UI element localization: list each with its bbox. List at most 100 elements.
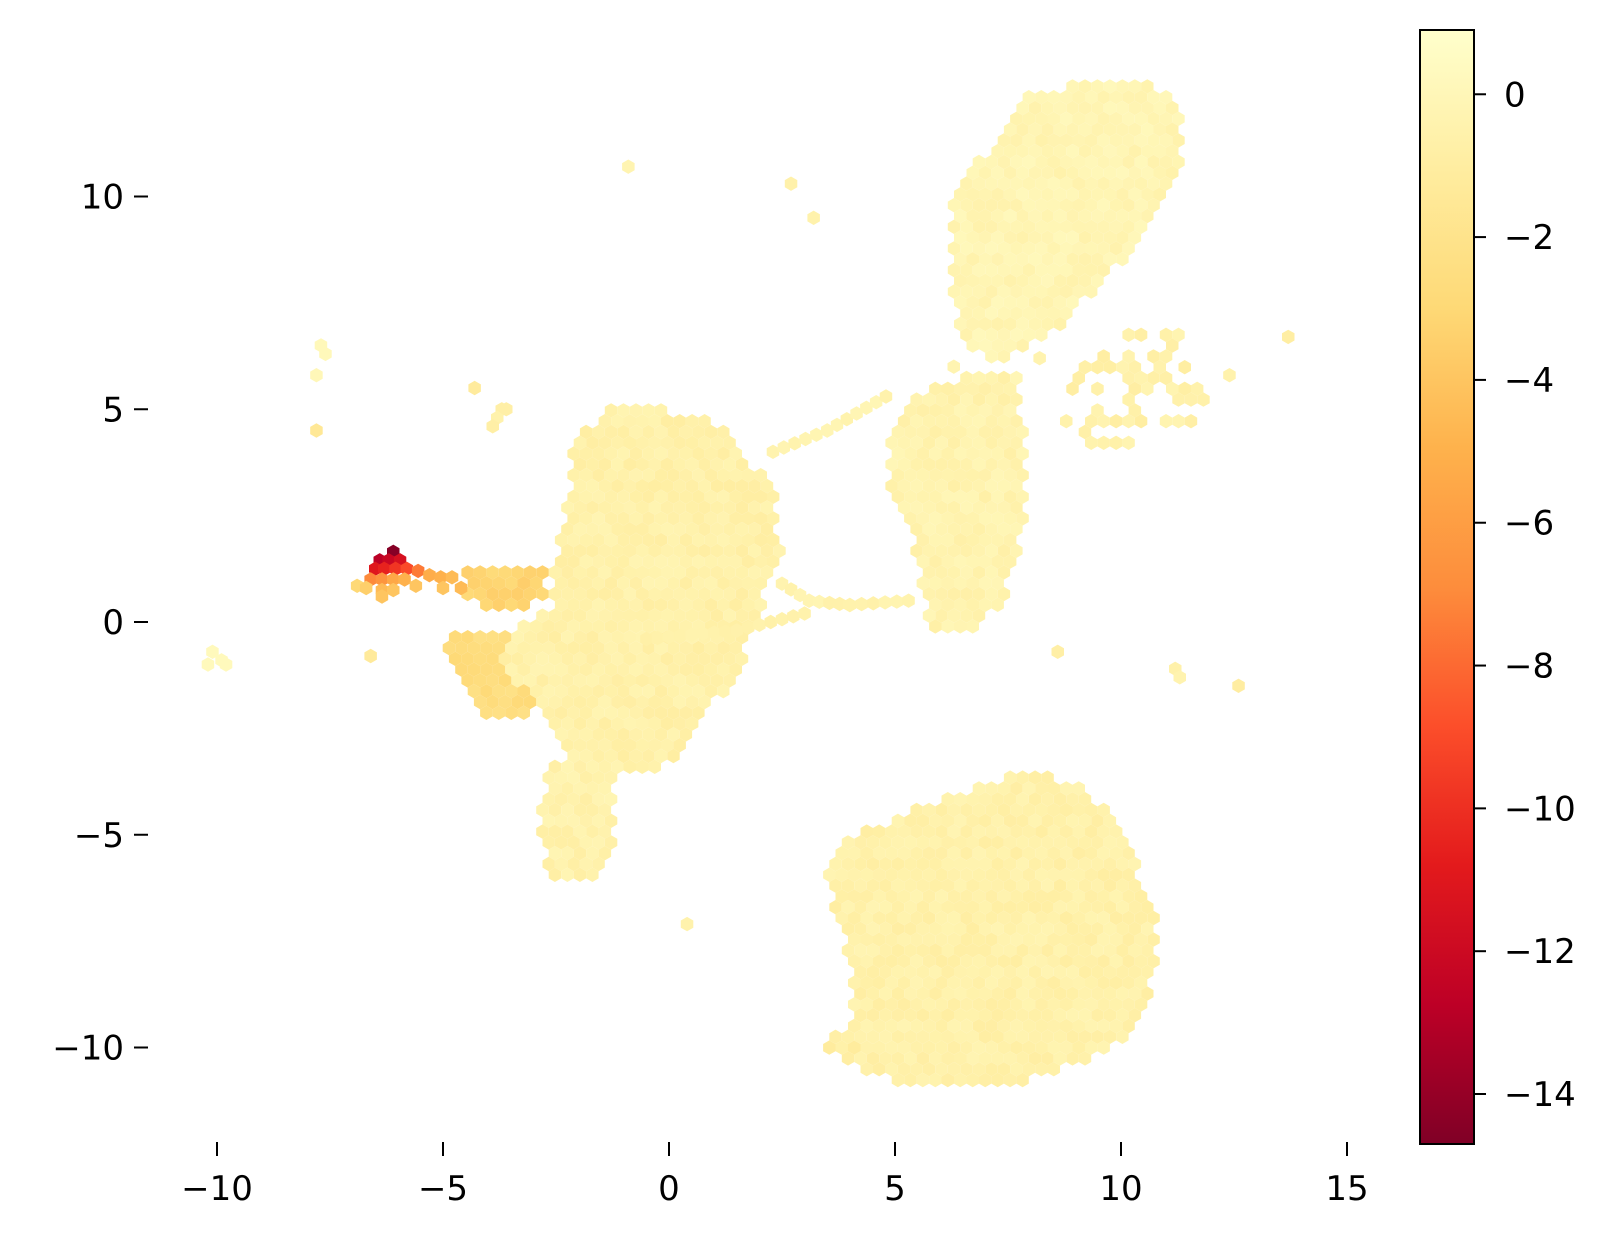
hex-cell [704,597,718,612]
hex-cell [972,543,986,558]
hex-cell [636,673,649,688]
hex-cell [685,565,699,580]
hex-cell [787,609,800,624]
hex-cell [972,262,986,278]
hex-cell [480,597,493,612]
hex-cell [642,446,655,461]
hex-cell [573,543,587,558]
hex-cell [941,921,954,936]
hex-cell [642,684,655,699]
hex-cell [1134,414,1148,429]
hex-cell [891,813,905,828]
hex-cell [910,932,923,947]
hex-cell [841,878,855,893]
hex-cell [972,975,986,990]
hex-cell [972,414,986,429]
hex-cell [1016,144,1029,159]
hex-cell [1047,824,1060,839]
hex-cell [941,619,954,634]
hex-cell [1003,424,1017,440]
hex-cell [654,532,668,548]
hex-cell [536,565,549,580]
hex-cell [1028,813,1042,828]
hex-cell [860,932,873,947]
hex-cell [561,867,574,882]
hex-cell [567,748,580,764]
hex-cell [922,867,936,882]
hex-cell [991,856,1004,872]
hex-cell [455,640,468,656]
hex-cell [1016,813,1029,828]
hex-cell [704,468,718,483]
hex-cell [617,446,630,461]
hex-cell [1028,792,1042,807]
hex-cell [1197,392,1210,407]
hex-cell [935,522,948,537]
hex-cell [1078,943,1092,958]
hex-cell [922,414,936,429]
hex-cell [698,478,711,494]
hex-cell [841,1029,855,1044]
hex-cell [972,522,986,537]
hex-cell [1053,273,1067,288]
hex-cell [879,964,892,980]
hex-cell [1003,878,1017,893]
hex-cell [667,640,680,656]
hex-cell [1041,792,1054,807]
hex-cell [1097,824,1110,839]
hex-cell [910,997,923,1012]
hex-cell [654,554,668,569]
hex-cell [935,867,948,882]
hex-cell [1128,165,1142,180]
hex-cell [954,943,967,958]
hex-cell [1109,219,1123,234]
hex-cell [835,1040,848,1055]
hex-cell [1103,208,1117,224]
hex-cell [523,673,537,688]
hex-cell [523,651,537,666]
hex-cell [910,435,923,450]
hex-cell [935,543,948,558]
hex-cell [1159,90,1173,105]
hex-cell [729,532,742,548]
hex-cell [991,252,1004,267]
hex-cell [1022,198,1036,213]
hex-cell [966,856,979,872]
hex-cell [579,856,593,872]
hex-cell [885,457,898,472]
hex-cell [960,414,973,429]
hex-cell [941,1008,954,1023]
hex-cell [723,522,736,537]
hex-cell [573,781,587,796]
hex-cell [897,500,911,515]
hex-cell [966,273,979,288]
hex-cell [1010,457,1023,472]
hex-cell [991,165,1004,180]
hex-cell [623,651,636,666]
hex-cell [648,457,661,472]
hex-cell [997,133,1011,148]
hex-cell [579,662,593,677]
hex-cell [754,468,767,483]
hex-cell [1091,986,1104,1001]
hex-cell [1016,943,1029,958]
hex-cell [848,846,861,861]
hex-cell [910,500,923,515]
hex-cell [1116,100,1129,116]
hex-cell [1053,316,1067,332]
hex-cell [1035,262,1048,278]
hex-cell [598,716,612,731]
hex-cell [885,478,898,494]
hex-cell [848,910,861,926]
hex-cell [1016,100,1029,116]
hex-cell [1147,370,1160,386]
hex-cell [916,532,930,548]
hex-cell [698,608,711,623]
hex-cell [629,748,643,764]
hex-cell [554,705,568,720]
hex-cell [1097,954,1110,969]
hex-cell [897,478,911,494]
hex-cell [1060,198,1073,213]
hex-cell [1091,856,1104,872]
hex-cell [1028,1029,1042,1044]
